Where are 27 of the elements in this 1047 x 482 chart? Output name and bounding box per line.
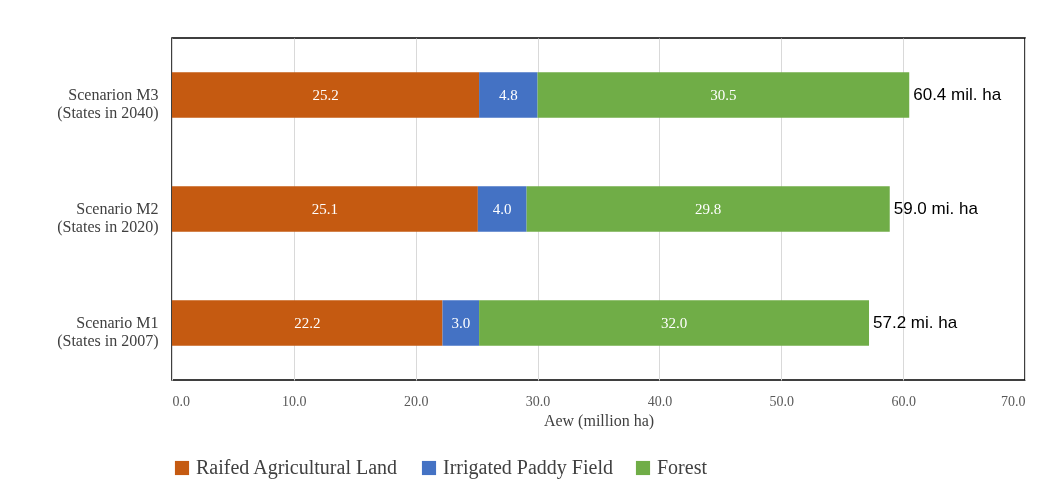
data-label: 4.0 — [492, 201, 512, 217]
x-axis-title: Aew (million ha) — [543, 411, 655, 430]
x-tick-label: 30.0 — [525, 393, 551, 409]
x-tick-label: 10.0 — [282, 393, 307, 409]
y-tick-label: Scenario M2 (States in 2020) — [57, 200, 159, 236]
data-label: 3.0 — [451, 315, 471, 331]
total-label: 57.2 mi. ha — [873, 313, 958, 332]
legend-label: Raifed Agricultural Land — [196, 456, 398, 479]
y-tick-label: Scenario M1 (States in 2007) — [57, 314, 159, 350]
legend-label: Irrigated Paddy Field — [443, 456, 613, 479]
total-label: 59.0 mi. ha — [893, 199, 979, 218]
legend-label: Forest — [657, 456, 708, 478]
x-tick-label: 40.0 — [647, 393, 673, 409]
data-label: 32.0 — [660, 315, 688, 331]
data-label: 30.5 — [710, 87, 737, 103]
y-tick-label: Scenarion M3 (States in 2040) — [57, 86, 159, 122]
x-tick-label: 0.0 — [172, 393, 190, 409]
data-label: 22.2 — [294, 315, 321, 331]
x-tick-label: 60.0 — [891, 393, 916, 409]
data-label: 25.2 — [312, 87, 339, 103]
x-tick-label: 20.0 — [403, 393, 429, 409]
data-label: 4.8 — [498, 87, 518, 103]
x-tick-label: 50.0 — [769, 393, 795, 409]
x-tick-label: 70.0 — [1001, 393, 1026, 409]
data-label: 29.8 — [695, 201, 722, 217]
total-label: 60.4 mil. ha — [913, 85, 1002, 104]
data-label: 25.1 — [311, 201, 339, 217]
